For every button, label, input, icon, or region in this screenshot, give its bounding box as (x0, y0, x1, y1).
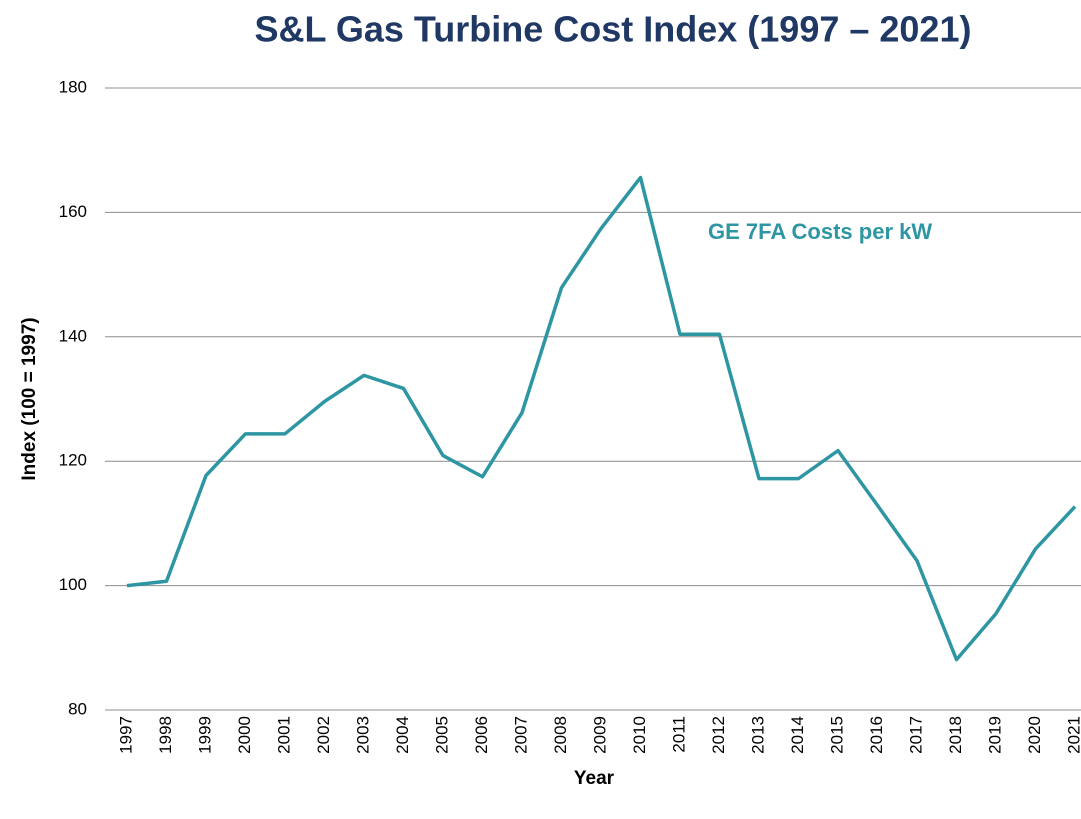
x-tick-label: 2020 (1025, 716, 1044, 754)
x-tick-label: 2013 (748, 716, 767, 754)
x-tick-label: 2015 (827, 716, 846, 754)
x-axis-label: Year (574, 768, 615, 789)
x-tick-label: 2006 (472, 716, 491, 754)
y-tick-label: 100 (59, 575, 87, 594)
x-tick-label: 2009 (590, 716, 609, 754)
chart-title: S&L Gas Turbine Cost Index (1997 – 2021) (255, 9, 972, 50)
x-tick-label: 2000 (235, 716, 254, 754)
x-tick-label: 2016 (867, 716, 886, 754)
x-tick-label: 2011 (669, 716, 688, 753)
x-tick-label: 2021 (1064, 716, 1081, 754)
x-tick-label: 2002 (314, 716, 333, 754)
x-tick-label: 1998 (156, 716, 175, 754)
x-tick-label: 1999 (195, 716, 214, 754)
y-tick-label: 180 (59, 77, 87, 96)
x-tick-label: 2014 (788, 716, 807, 754)
x-tick-label: 2010 (630, 716, 649, 754)
y-tick-label: 140 (59, 326, 87, 345)
x-tick-label: 1997 (116, 716, 135, 754)
x-tick-label: 2008 (551, 716, 570, 754)
x-tick-label: 2001 (274, 716, 293, 754)
y-tick-label: 80 (68, 699, 87, 718)
x-tick-label: 2007 (511, 716, 530, 754)
x-tick-label: 2005 (432, 716, 451, 754)
y-tick-label: 120 (59, 451, 87, 470)
x-tick-label: 2004 (393, 716, 412, 754)
series-annotation: GE 7FA Costs per kW (708, 219, 932, 244)
y-tick-label: 160 (59, 202, 87, 221)
x-tick-label: 2017 (906, 716, 925, 754)
x-tick-label: 2003 (353, 716, 372, 754)
y-axis-label: Index (100 = 1997) (19, 317, 40, 480)
x-tick-label: 2018 (946, 716, 965, 754)
data-line (126, 175, 1077, 662)
x-tick-label: 2019 (985, 716, 1004, 754)
x-tick-label: 2012 (709, 716, 728, 754)
